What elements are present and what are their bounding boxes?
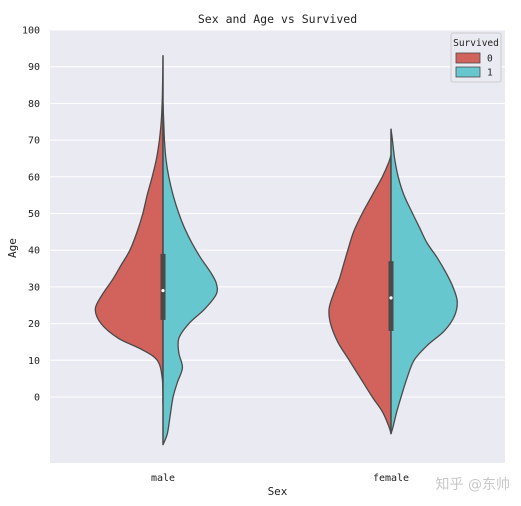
violin-half-female-survived-0 xyxy=(328,154,392,435)
x-tick-label: female xyxy=(373,473,409,484)
y-tick-label: 90 xyxy=(28,62,40,73)
y-tick-label: 20 xyxy=(28,319,40,330)
plot-background xyxy=(50,30,505,463)
y-tick-label: 30 xyxy=(28,282,40,293)
violins xyxy=(94,55,458,446)
box-male xyxy=(160,253,166,320)
legend-title: Survived xyxy=(453,38,499,49)
y-tick-label: 0 xyxy=(34,393,40,404)
violin-half-male-survived-0 xyxy=(94,55,164,405)
y-tick-label: 80 xyxy=(28,99,40,110)
y-tick-label: 60 xyxy=(28,172,40,183)
y-tick-labels: 0 10 20 30 40 50 60 70 80 90 100 xyxy=(22,26,40,404)
legend-swatch-0 xyxy=(455,52,481,64)
legend: Survived 01 xyxy=(450,32,502,83)
median-male xyxy=(161,288,165,293)
y-tick-label: 100 xyxy=(22,26,40,37)
legend-label-0: 0 xyxy=(487,54,493,65)
x-tick-label: male xyxy=(151,473,175,484)
y-axis-label: Age xyxy=(6,238,19,258)
legend-items: 01 xyxy=(455,52,493,79)
y-tick-label: 40 xyxy=(28,246,40,257)
watermark: 知乎 @东帅 xyxy=(436,476,510,493)
x-tick-labels: male female xyxy=(151,473,409,484)
y-tick-label: 10 xyxy=(28,356,40,367)
box-female xyxy=(388,261,394,331)
legend-swatch-1 xyxy=(455,66,481,78)
legend-label-1: 1 xyxy=(487,68,493,79)
inner-boxes xyxy=(160,253,394,331)
chart-title: Sex and Age vs Survived xyxy=(198,12,357,26)
median-female xyxy=(389,296,393,300)
x-axis-label: Sex xyxy=(268,485,288,498)
violin-half-female-survived-1 xyxy=(390,128,458,435)
y-tick-label: 50 xyxy=(28,209,40,220)
y-tick-label: 70 xyxy=(28,136,40,147)
violin-half-male-survived-1 xyxy=(162,102,219,446)
